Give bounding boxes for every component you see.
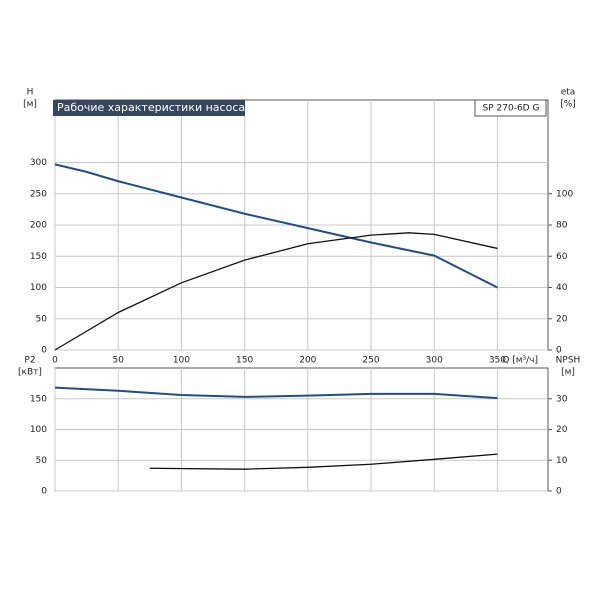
y2-tick-label: 100 bbox=[556, 189, 573, 199]
y-axis-label: P2 bbox=[24, 356, 35, 366]
y-tick-label: 150 bbox=[30, 394, 47, 404]
x-tick-label: 250 bbox=[362, 356, 379, 366]
curve bbox=[54, 232, 498, 351]
model-box bbox=[474, 99, 547, 117]
y2-tick-label: 10 bbox=[556, 456, 568, 466]
curve bbox=[149, 453, 498, 470]
y2-tick-label: 30 bbox=[556, 394, 568, 404]
y2-tick-label: 20 bbox=[556, 425, 568, 435]
y-tick-label: 50 bbox=[36, 456, 48, 466]
x-tick-label: 200 bbox=[299, 356, 316, 366]
y2-axis-label: eta bbox=[561, 88, 576, 98]
y-tick-label: 0 bbox=[41, 346, 47, 356]
y2-axis-label: [м] bbox=[561, 368, 575, 378]
x-tick-label: 150 bbox=[236, 356, 253, 366]
y2-tick-label: 0 bbox=[556, 346, 562, 356]
y-tick-label: 300 bbox=[30, 158, 47, 168]
y-tick-label: 250 bbox=[30, 189, 47, 199]
y-axis-label: [м] bbox=[23, 100, 37, 110]
y-tick-label: 0 bbox=[41, 487, 47, 497]
x-tick-label: 350 bbox=[489, 356, 506, 366]
y-tick-label: 200 bbox=[30, 221, 47, 231]
y-tick-label: 100 bbox=[30, 283, 47, 293]
y-tick-label: 50 bbox=[36, 314, 48, 324]
chart-title: Рабочие характеристики насоса bbox=[57, 101, 245, 114]
y2-tick-label: 80 bbox=[556, 221, 568, 231]
x-tick-label: 50 bbox=[112, 356, 124, 366]
x-tick-label: 300 bbox=[426, 356, 443, 366]
x-tick-label: 0 bbox=[52, 356, 58, 366]
y-axis-label: H bbox=[27, 88, 34, 98]
y2-tick-label: 40 bbox=[556, 283, 568, 293]
x-tick-label: 100 bbox=[173, 356, 190, 366]
y-axis-label: [кВт] bbox=[18, 368, 42, 378]
y2-tick-label: 60 bbox=[556, 252, 568, 262]
curve bbox=[54, 163, 498, 289]
y2-axis-label: [%] bbox=[560, 100, 576, 110]
y2-tick-label: 20 bbox=[556, 314, 568, 324]
y-tick-label: 100 bbox=[30, 425, 47, 435]
y-tick-label: 150 bbox=[30, 252, 47, 262]
y2-axis-label: NPSH bbox=[556, 356, 581, 366]
x-axis-label: Q [м³/ч] bbox=[502, 356, 538, 366]
model-label: SP 270-6D G bbox=[483, 104, 540, 114]
curve bbox=[54, 386, 498, 400]
title-box bbox=[53, 100, 245, 116]
y2-tick-label: 0 bbox=[556, 487, 562, 497]
